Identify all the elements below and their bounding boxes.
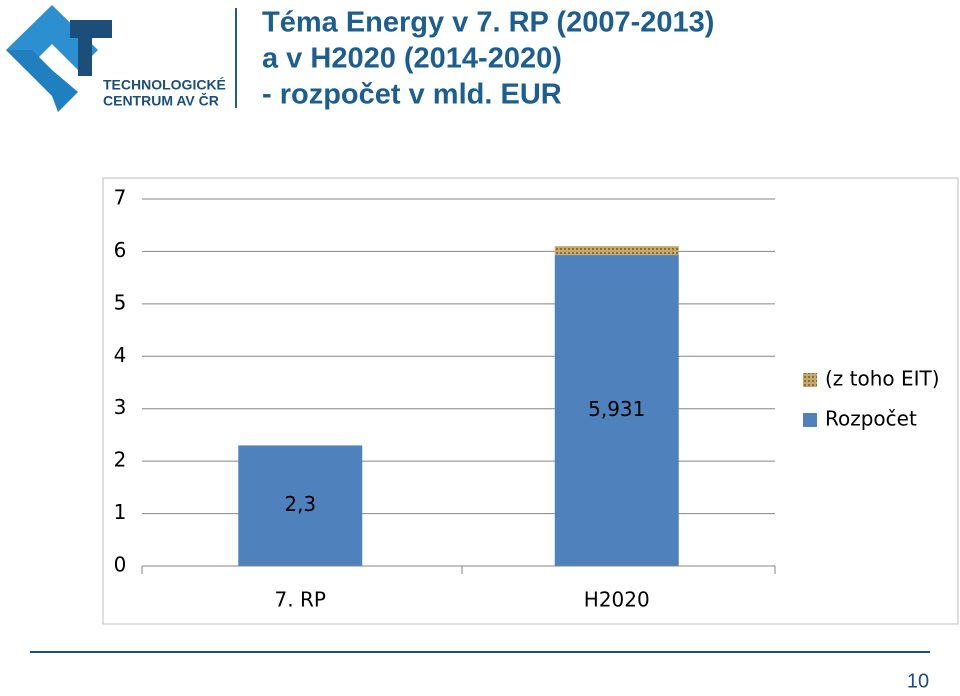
title-line: a v H2020 (2014-2020) [262,43,562,75]
legend-swatch [803,413,817,427]
legend-label: (z toho EIT) [825,367,940,391]
title-line: - rozpočet v mld. EUR [262,79,562,111]
y-tick-label: 7 [114,186,127,210]
legend-swatch [803,373,817,387]
title-line: Téma Energy v 7. RP (2007-2013) [262,7,714,39]
x-tick-label: H2020 [584,588,650,612]
y-tick-label: 4 [114,343,127,367]
logo: TECHNOLOGICKÉ CENTRUM AV ČR [6,5,226,112]
y-tick-label: 5 [114,290,127,314]
chart-frame [102,177,959,625]
data-label: 5,931 [588,397,645,421]
y-tick-label: 6 [114,238,127,262]
data-label: 2,3 [284,492,316,516]
chart: 0 1 2 3 4 5 6 7 7. RP 2,3 H2020 5,931 (z toho EIT) Ro… [114,186,940,612]
logo-text: CENTRUM AV ČR [103,92,219,109]
bar [238,445,363,566]
legend-label: Rozpočet [825,407,917,431]
x-tick-label: 7. RP [275,588,326,612]
bar [554,255,679,566]
y-tick-label: 0 [114,553,127,577]
logo-text: TECHNOLOGICKÉ [103,77,226,93]
page-number: 10 [907,670,929,691]
bar [554,246,679,256]
y-tick-label: 2 [114,448,127,472]
y-tick-label: 1 [114,500,127,524]
y-tick-label: 3 [114,395,127,419]
